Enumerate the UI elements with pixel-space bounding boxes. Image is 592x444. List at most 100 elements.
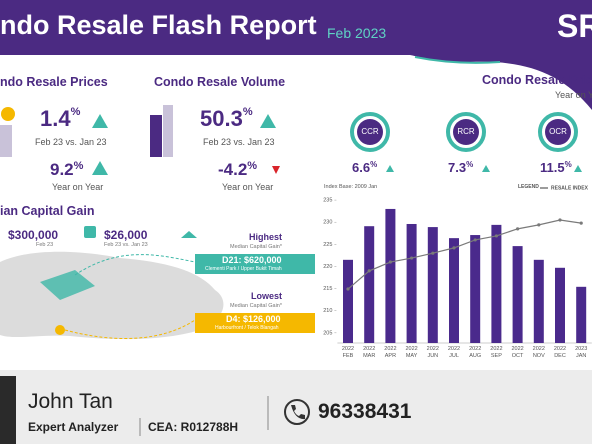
connector [64,319,196,340]
highest-subtitle: Median Capital Gain* [230,244,282,250]
legend-label: RESALE INDEX [551,185,589,191]
value: 1.4 [40,106,71,131]
stat-label: Year on Year [52,182,104,192]
up-arrow [181,231,197,238]
region-rings [350,112,578,152]
x-tick-label: 2022 MAY [405,346,418,359]
y-tick-label: 205 [323,330,332,336]
building-icon [0,125,12,157]
bar [576,286,587,343]
value: 50.3 [200,106,243,131]
unit: % [247,160,258,172]
up-arrow [260,114,276,128]
x-tick-label: 2022 MAR [363,346,376,359]
line-point [516,227,520,231]
stat-label: Feb 23 vs. Jan 23 [203,137,275,147]
line [347,219,582,290]
value: 6.6 [352,160,371,175]
agent-phone[interactable]: 96338431 [318,400,412,423]
line-point [579,221,583,225]
x-tick-label: 2022 DEC [553,346,567,359]
x-tick-label: 2022 APR [384,346,397,359]
calendar-icon [84,226,96,238]
bar [385,208,396,343]
up-arrow [92,114,108,128]
line-point [452,246,456,250]
logo: SR [557,8,592,44]
bar [491,224,502,343]
building-icon [150,115,162,157]
bar [533,259,544,343]
unit: % [370,160,378,169]
highest-title: Highest [248,232,282,242]
value: 9.2 [50,160,74,179]
y-tick-label: 220 [323,264,332,270]
value: 7.3 [448,160,467,175]
ring-core [357,119,383,145]
line-point [558,218,562,222]
x-tick-label: 2022 NOV [532,346,545,359]
section-title: Condo Resale Volume [154,75,286,89]
agent-cea: CEA: R012788H [148,420,239,434]
x-tick-label: 2022 SEP [490,346,503,359]
stat: 1.4% [40,106,80,132]
chart: Index Base: 2009 Jan LEGEND 205 210 215 220… [323,184,592,344]
x-tick-label: 2023 JAN [575,346,588,359]
y-tick-label: 215 [323,286,332,292]
section-title: Condo Resale Pric [482,73,592,87]
agent-role: Expert Analyzer [28,420,119,434]
ring-core [545,119,571,145]
lowest-subtitle: Median Capital Gain* [230,303,282,309]
down-arrow [272,166,280,174]
date: Feb 2023 [327,25,387,41]
region-stat: 6.6% [352,160,377,175]
bar [449,238,459,343]
unit: % [70,106,81,118]
agent-name: John Tan [28,390,113,413]
phone-glyph [291,405,305,420]
bar [364,226,375,343]
x-tick-label: 2022 FEB [341,346,355,359]
stat: -4.2% [218,160,257,180]
up-arrow [482,165,490,172]
bar [406,223,417,343]
unit: % [242,106,253,118]
ring-core [453,119,479,145]
building-icon [163,105,173,157]
change: $26,000 [104,228,148,242]
line-point [431,251,435,255]
up-arrow [92,161,108,175]
header-band [0,0,592,110]
ring-label: RCR [457,127,475,136]
line-point [388,260,392,264]
x-tick-label: 2022 AUG [469,346,482,359]
lowest-title: Lowest [250,291,282,301]
y-tick-label: 230 [323,220,332,226]
section-subtitle: Year on Y [555,90,592,100]
bar [343,259,353,343]
lowest-value: D4: $126,000 [226,314,281,324]
highest-value: D21: $620,000 [222,255,282,265]
up-arrow [574,165,582,172]
lowest-area: Harbourfront / Telok Blangah [215,325,279,331]
bar [470,235,481,343]
highest-area: Clementi Park / Upper Bukit Timah [205,266,282,272]
legend-title: LEGEND [518,184,539,190]
map-highlight [40,270,95,300]
region-stat: 11.5% [540,160,572,175]
value: 11.5 [540,160,565,175]
line-point [494,234,498,238]
section-title: ndo Resale Prices [0,75,108,89]
highest-box [195,254,315,274]
stat-label: Feb 23 vs. Jan 23 [35,137,107,147]
unit: % [73,160,84,172]
ring-label: CCR [361,127,379,136]
y-tick-label: 225 [323,242,332,248]
footer-band [0,370,592,444]
value: -4.2 [218,160,248,179]
line-point [367,269,371,273]
ring-label: OCR [549,127,567,136]
unit: % [564,160,572,169]
y-tick-label: 210 [323,308,332,314]
